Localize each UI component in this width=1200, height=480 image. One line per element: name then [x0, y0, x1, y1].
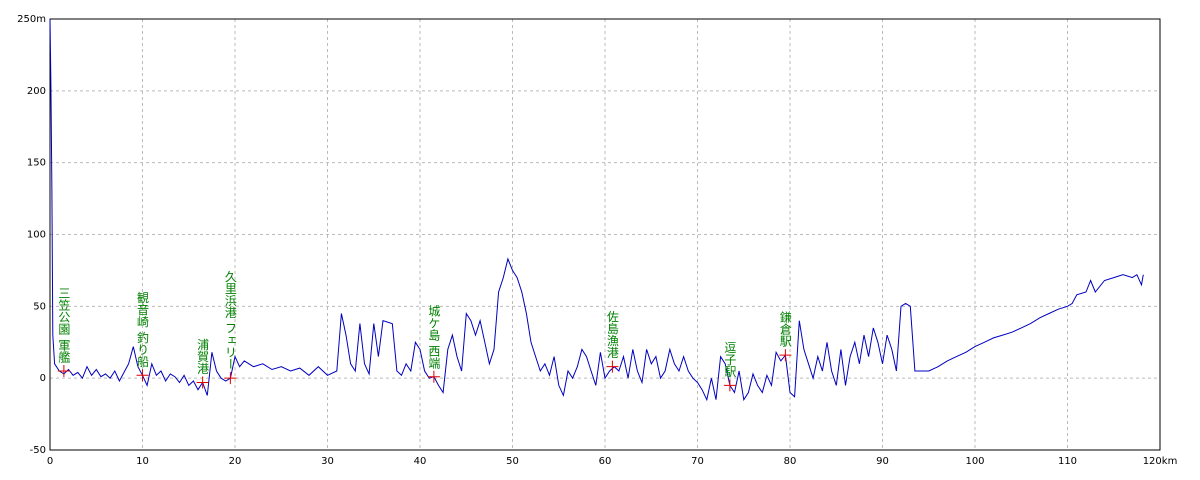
y-tick-label: 0 — [40, 373, 46, 384]
y-tick-label: 250m — [17, 14, 46, 25]
x-tick-label: 60 — [599, 456, 612, 467]
waypoint-marker — [779, 349, 792, 362]
x-tick-label: 10 — [136, 456, 149, 467]
x-tick-label: 0 — [47, 456, 53, 467]
y-tick-label: 200 — [27, 86, 46, 97]
x-tick-label: 20 — [229, 456, 242, 467]
y-tick-label: 150 — [27, 158, 46, 169]
x-tick-label: 90 — [876, 456, 889, 467]
profile-line — [49, 18, 1144, 402]
waypoint-marker — [224, 372, 237, 385]
waypoint-marker — [723, 379, 736, 392]
waypoint-marker — [136, 369, 149, 382]
x-tick-label: 120km — [1143, 456, 1178, 467]
waypoint-label: 城ケ島 西端 — [427, 304, 441, 369]
y-tick-label: -50 — [30, 445, 46, 456]
y-tick-label: 50 — [33, 301, 46, 312]
x-tick-label: 110 — [1058, 456, 1077, 467]
waypoint-label: 観音崎 釣り船 — [136, 291, 150, 368]
waypoint-label: 久里浜港 フェリー — [223, 270, 237, 370]
waypoint-marker — [57, 364, 70, 377]
waypoint-label: 逗子駅 — [723, 341, 737, 378]
x-tick-label: 40 — [414, 456, 427, 467]
waypoint-label: 佐島漁港 — [605, 310, 619, 358]
waypoint-marker — [427, 370, 440, 383]
waypoint-label: 鎌倉駅 — [778, 310, 792, 348]
x-tick-label: 70 — [691, 456, 704, 467]
waypoint-label: 浦賀港 — [196, 338, 210, 374]
x-tick-label: 100 — [965, 456, 984, 467]
x-tick-label: 50 — [506, 456, 519, 467]
y-tick-label: 100 — [27, 230, 46, 241]
x-tick-label: 30 — [321, 456, 334, 467]
waypoint-label: 三笠公園 軍艦 — [57, 287, 71, 363]
plot-frame — [49, 18, 1161, 451]
waypoint-marker — [196, 376, 209, 389]
waypoint-marker — [606, 360, 619, 373]
x-tick-label: 80 — [784, 456, 797, 467]
